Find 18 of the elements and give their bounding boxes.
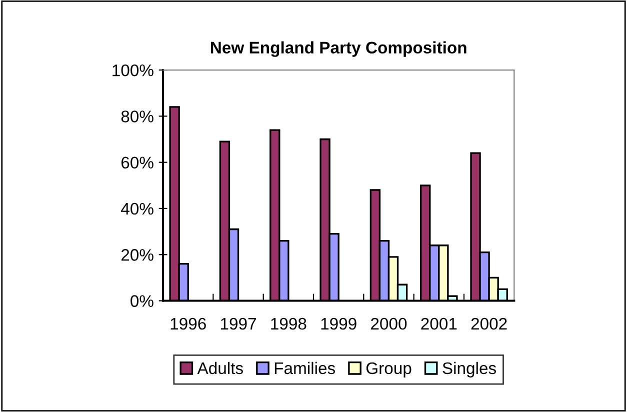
y-tick-label: 0% [130, 295, 154, 307]
x-tick-label: 2001 [421, 318, 457, 330]
x-tick-label: 2000 [371, 318, 407, 330]
y-tick-label: 80% [121, 110, 154, 122]
legend-label: Adults [197, 362, 243, 374]
legend-label: Group [366, 362, 412, 378]
legend-label: Families [274, 362, 336, 374]
x-tick-label: 1998 [271, 318, 306, 330]
legend-label: Singles [442, 362, 496, 378]
y-tick-label: 100% [112, 64, 154, 76]
x-tick-label: 2002 [471, 318, 507, 330]
chart-title: New England Party Composition [210, 41, 466, 57]
x-tick-label: 1996 [170, 318, 206, 330]
y-tick-label: 20% [121, 249, 154, 261]
x-tick-label: 1997 [220, 318, 256, 330]
y-tick-label: 60% [121, 156, 154, 169]
x-tick-label: 1999 [321, 318, 356, 330]
y-tick-label: 40% [121, 202, 154, 215]
